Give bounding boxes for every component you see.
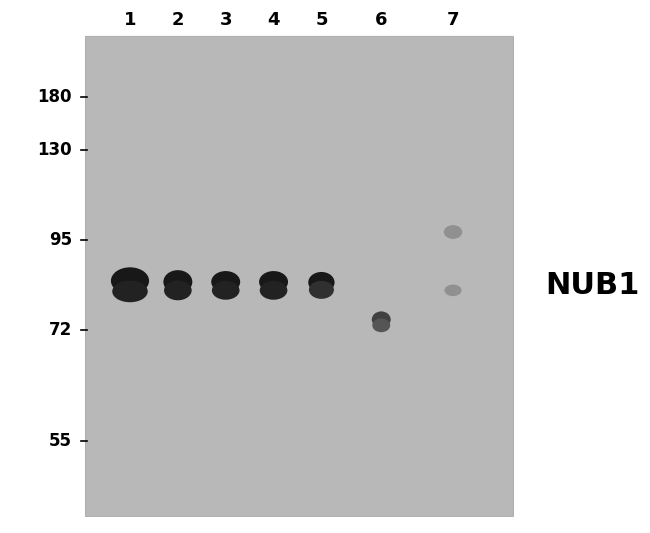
Ellipse shape bbox=[260, 281, 287, 300]
Text: 130: 130 bbox=[37, 141, 72, 159]
Text: 5: 5 bbox=[315, 11, 328, 29]
Ellipse shape bbox=[212, 281, 240, 300]
Text: 3: 3 bbox=[220, 11, 232, 29]
Ellipse shape bbox=[372, 311, 391, 328]
Text: 55: 55 bbox=[49, 432, 72, 450]
Text: 2: 2 bbox=[172, 11, 184, 29]
Ellipse shape bbox=[163, 270, 192, 294]
Ellipse shape bbox=[308, 272, 335, 293]
Ellipse shape bbox=[111, 267, 149, 294]
Ellipse shape bbox=[164, 280, 192, 300]
Text: NUB1: NUB1 bbox=[546, 271, 640, 300]
Text: 180: 180 bbox=[38, 88, 72, 106]
Ellipse shape bbox=[372, 319, 390, 332]
Text: 95: 95 bbox=[49, 231, 72, 249]
Ellipse shape bbox=[259, 271, 288, 293]
Text: 6: 6 bbox=[375, 11, 387, 29]
Ellipse shape bbox=[309, 281, 334, 299]
Ellipse shape bbox=[112, 280, 148, 302]
Text: 7: 7 bbox=[447, 11, 460, 29]
Ellipse shape bbox=[445, 285, 461, 296]
Ellipse shape bbox=[444, 225, 462, 239]
Ellipse shape bbox=[211, 271, 240, 293]
Bar bbox=[85, 36, 513, 516]
Text: 72: 72 bbox=[49, 321, 72, 339]
Text: 4: 4 bbox=[267, 11, 280, 29]
Text: 1: 1 bbox=[124, 11, 136, 29]
